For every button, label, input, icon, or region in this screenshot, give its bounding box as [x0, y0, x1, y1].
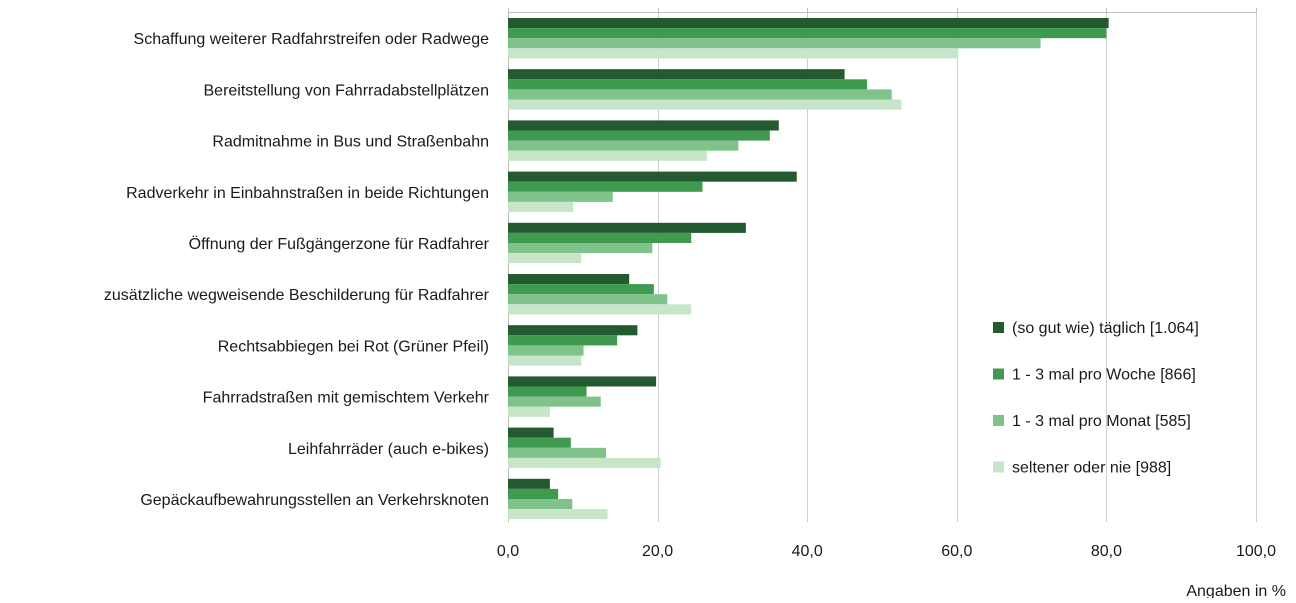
bar	[508, 120, 779, 131]
x-axis-tick-labels: 0,0 20,0 40,0 60,0 80,0 100,0	[497, 543, 1276, 560]
unit-note: Angaben in %	[1186, 583, 1286, 598]
bar	[508, 335, 618, 346]
bar	[508, 284, 654, 295]
x-tick-label: 40,0	[792, 543, 823, 560]
bar	[508, 201, 574, 212]
bar	[508, 99, 902, 110]
x-tick-label: 80,0	[1091, 543, 1122, 560]
bar	[508, 140, 739, 151]
bar	[508, 89, 892, 100]
bar	[508, 304, 692, 315]
bar	[508, 222, 746, 233]
legend-label: seltener oder nie [988]	[1012, 460, 1171, 477]
legend-swatch	[993, 461, 1004, 473]
bar	[508, 457, 661, 468]
category-label: zusätzliche wegweisende Beschilderung fü…	[104, 287, 490, 304]
x-tick-label: 100,0	[1236, 543, 1276, 560]
bar	[508, 181, 703, 192]
x-tick-label: 20,0	[642, 543, 673, 560]
bar	[508, 79, 868, 90]
bar	[508, 171, 797, 182]
legend-label: (so gut wie) täglich [1.064]	[1012, 320, 1199, 337]
category-label: Leihfahrräder (auch e-bikes)	[288, 441, 489, 458]
bar	[508, 325, 638, 336]
bar	[508, 509, 608, 520]
bar	[508, 294, 668, 305]
bar	[508, 396, 601, 407]
x-tick-label: 0,0	[497, 543, 519, 560]
bar	[508, 130, 770, 141]
bar	[508, 488, 559, 499]
bar	[508, 48, 959, 59]
bar	[508, 345, 584, 356]
bars	[508, 18, 1109, 520]
category-label: Gepäckaufbewahrungsstellen an Verkehrskn…	[140, 492, 489, 509]
bar	[508, 376, 657, 387]
legend-swatch	[993, 368, 1004, 380]
category-label: Fahrradstraßen mit gemischtem Verkehr	[203, 390, 490, 407]
bar	[508, 427, 554, 438]
category-label: Radverkehr in Einbahnstraßen in beide Ri…	[126, 185, 489, 202]
bar	[508, 386, 587, 397]
legend-swatch	[993, 415, 1004, 426]
category-label: Öffnung der Fußgängerzone für Radfahrer	[189, 235, 490, 253]
legend-label: 1 - 3 mal pro Woche [866]	[1012, 367, 1196, 384]
bar	[508, 28, 1107, 39]
bar	[508, 499, 573, 510]
category-labels: Schaffung weiterer Radfahrstreifen oder …	[104, 31, 490, 509]
legend-label: 1 - 3 mal pro Monat [585]	[1012, 413, 1191, 430]
category-label: Schaffung weiterer Radfahrstreifen oder …	[134, 31, 490, 48]
legend: (so gut wie) täglich [1.064] 1 - 3 mal pr…	[993, 320, 1199, 477]
bar	[508, 253, 582, 264]
bar	[508, 447, 606, 458]
bar	[508, 69, 845, 80]
bar	[508, 478, 550, 489]
bar	[508, 232, 692, 243]
category-label: Bereitstellung von Fahrradabstellplätzen	[204, 82, 490, 99]
bar	[508, 191, 613, 202]
bar	[508, 355, 582, 366]
x-tick-label: 60,0	[941, 543, 972, 560]
bar	[508, 243, 653, 254]
legend-swatch	[993, 322, 1004, 333]
bar	[508, 18, 1109, 29]
bar	[508, 406, 550, 417]
bar	[508, 274, 630, 285]
category-label: Rechtsabbiegen bei Rot (Grüner Pfeil)	[218, 338, 489, 355]
category-label: Radmitnahme in Bus und Straßenbahn	[212, 134, 489, 151]
bar	[508, 150, 707, 161]
bar	[508, 437, 571, 448]
bar	[508, 38, 1041, 49]
